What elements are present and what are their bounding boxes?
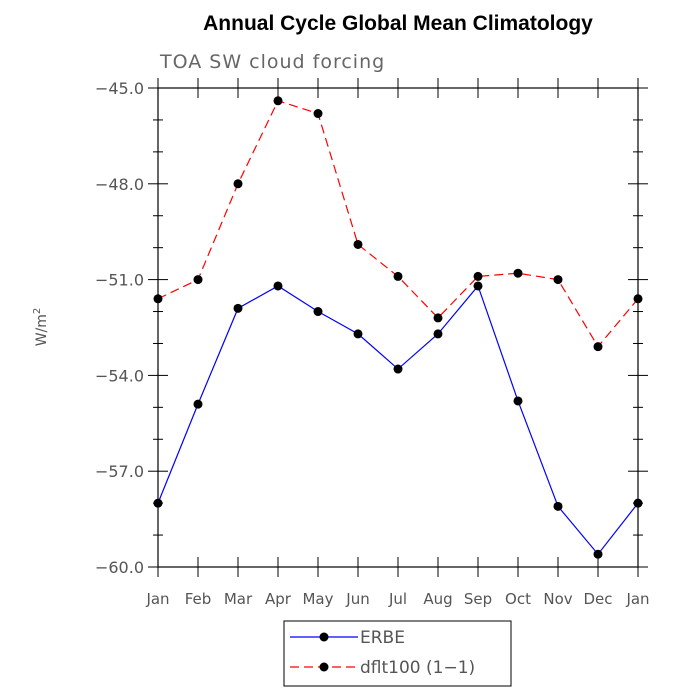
series-1-point — [433, 313, 443, 323]
series-1-point — [313, 109, 323, 119]
series-1-point — [513, 268, 523, 278]
series-0-point — [513, 396, 523, 406]
series-0-point — [393, 364, 403, 374]
y-tick-label: −57.0 — [95, 462, 144, 481]
series-0-point — [553, 501, 563, 511]
series-0-point — [473, 281, 483, 291]
legend-marker-0 — [319, 632, 329, 642]
x-tick-label: Dec — [583, 590, 612, 608]
legend-marker-1 — [319, 662, 329, 672]
series-1-point — [233, 179, 243, 189]
legend-label-0: ERBE — [360, 628, 405, 648]
svg-text:W/m2: W/m2 — [32, 308, 50, 347]
y-tick-label: −51.0 — [95, 271, 144, 290]
series-0-point — [593, 549, 603, 559]
x-tick-label: Nov — [543, 590, 572, 608]
legend-label-1: dflt100 (1−1) — [360, 658, 475, 678]
axis-ticks — [148, 78, 648, 577]
series-1-point — [153, 294, 163, 304]
series-0-point — [193, 399, 203, 409]
y-tick-label: −48.0 — [95, 175, 144, 194]
y-axis-label-superscript: 2 — [32, 308, 43, 314]
series-1-point — [633, 294, 643, 304]
x-tick-label: Apr — [265, 590, 292, 608]
series-line-1 — [157, 100, 639, 348]
series-1-point — [193, 275, 203, 285]
legend: ERBE dflt100 (1−1) — [283, 620, 512, 687]
x-tick-label: Oct — [505, 590, 531, 608]
x-tick-label: May — [302, 590, 333, 608]
y-axis-label-text: W/m — [34, 314, 50, 346]
x-tick-labels: Jan Feb Mar Apr May Jun Jul Aug Sep Oct Nov Dec Jan — [145, 590, 649, 608]
series-line-0 — [157, 284, 639, 556]
y-tick-label: −60.0 — [95, 558, 144, 577]
series-0-point — [313, 307, 323, 317]
y-tick-label: −45.0 — [95, 79, 144, 98]
series-1-point — [473, 271, 483, 281]
x-tick-label: Sep — [464, 590, 492, 608]
x-tick-label: Feb — [185, 590, 212, 608]
series-1-point — [393, 271, 403, 281]
series-0-point — [273, 281, 283, 291]
chart-subtitle: TOA SW cloud forcing — [159, 51, 385, 73]
legend-items: ERBE dflt100 (1−1) — [290, 628, 475, 678]
chart-title: Annual Cycle Global Mean Climatology — [203, 12, 593, 35]
x-tick-label: Mar — [224, 590, 253, 608]
x-tick-label: Jan — [145, 590, 169, 608]
series-0-point — [633, 498, 643, 508]
x-tick-label: Jul — [388, 590, 407, 608]
series-1-point — [273, 96, 283, 106]
series-1-point — [593, 342, 603, 352]
series-0-point — [233, 303, 243, 313]
x-tick-label: Jun — [345, 590, 369, 608]
series-1-point — [353, 239, 363, 249]
x-tick-label: Jan — [625, 590, 649, 608]
series-1-point — [553, 275, 563, 285]
series-0-point — [433, 329, 443, 339]
series-layer — [153, 96, 643, 559]
y-tick-label: −54.0 — [95, 366, 144, 385]
series-0-point — [153, 498, 163, 508]
legend-box — [283, 620, 512, 687]
y-axis-label: W/m2 — [32, 308, 50, 347]
y-tick-labels: −60.0 −57.0 −54.0 −51.0 −48.0 −45.0 — [95, 79, 144, 577]
series-0-point — [353, 329, 363, 339]
x-tick-label: Aug — [423, 590, 452, 608]
